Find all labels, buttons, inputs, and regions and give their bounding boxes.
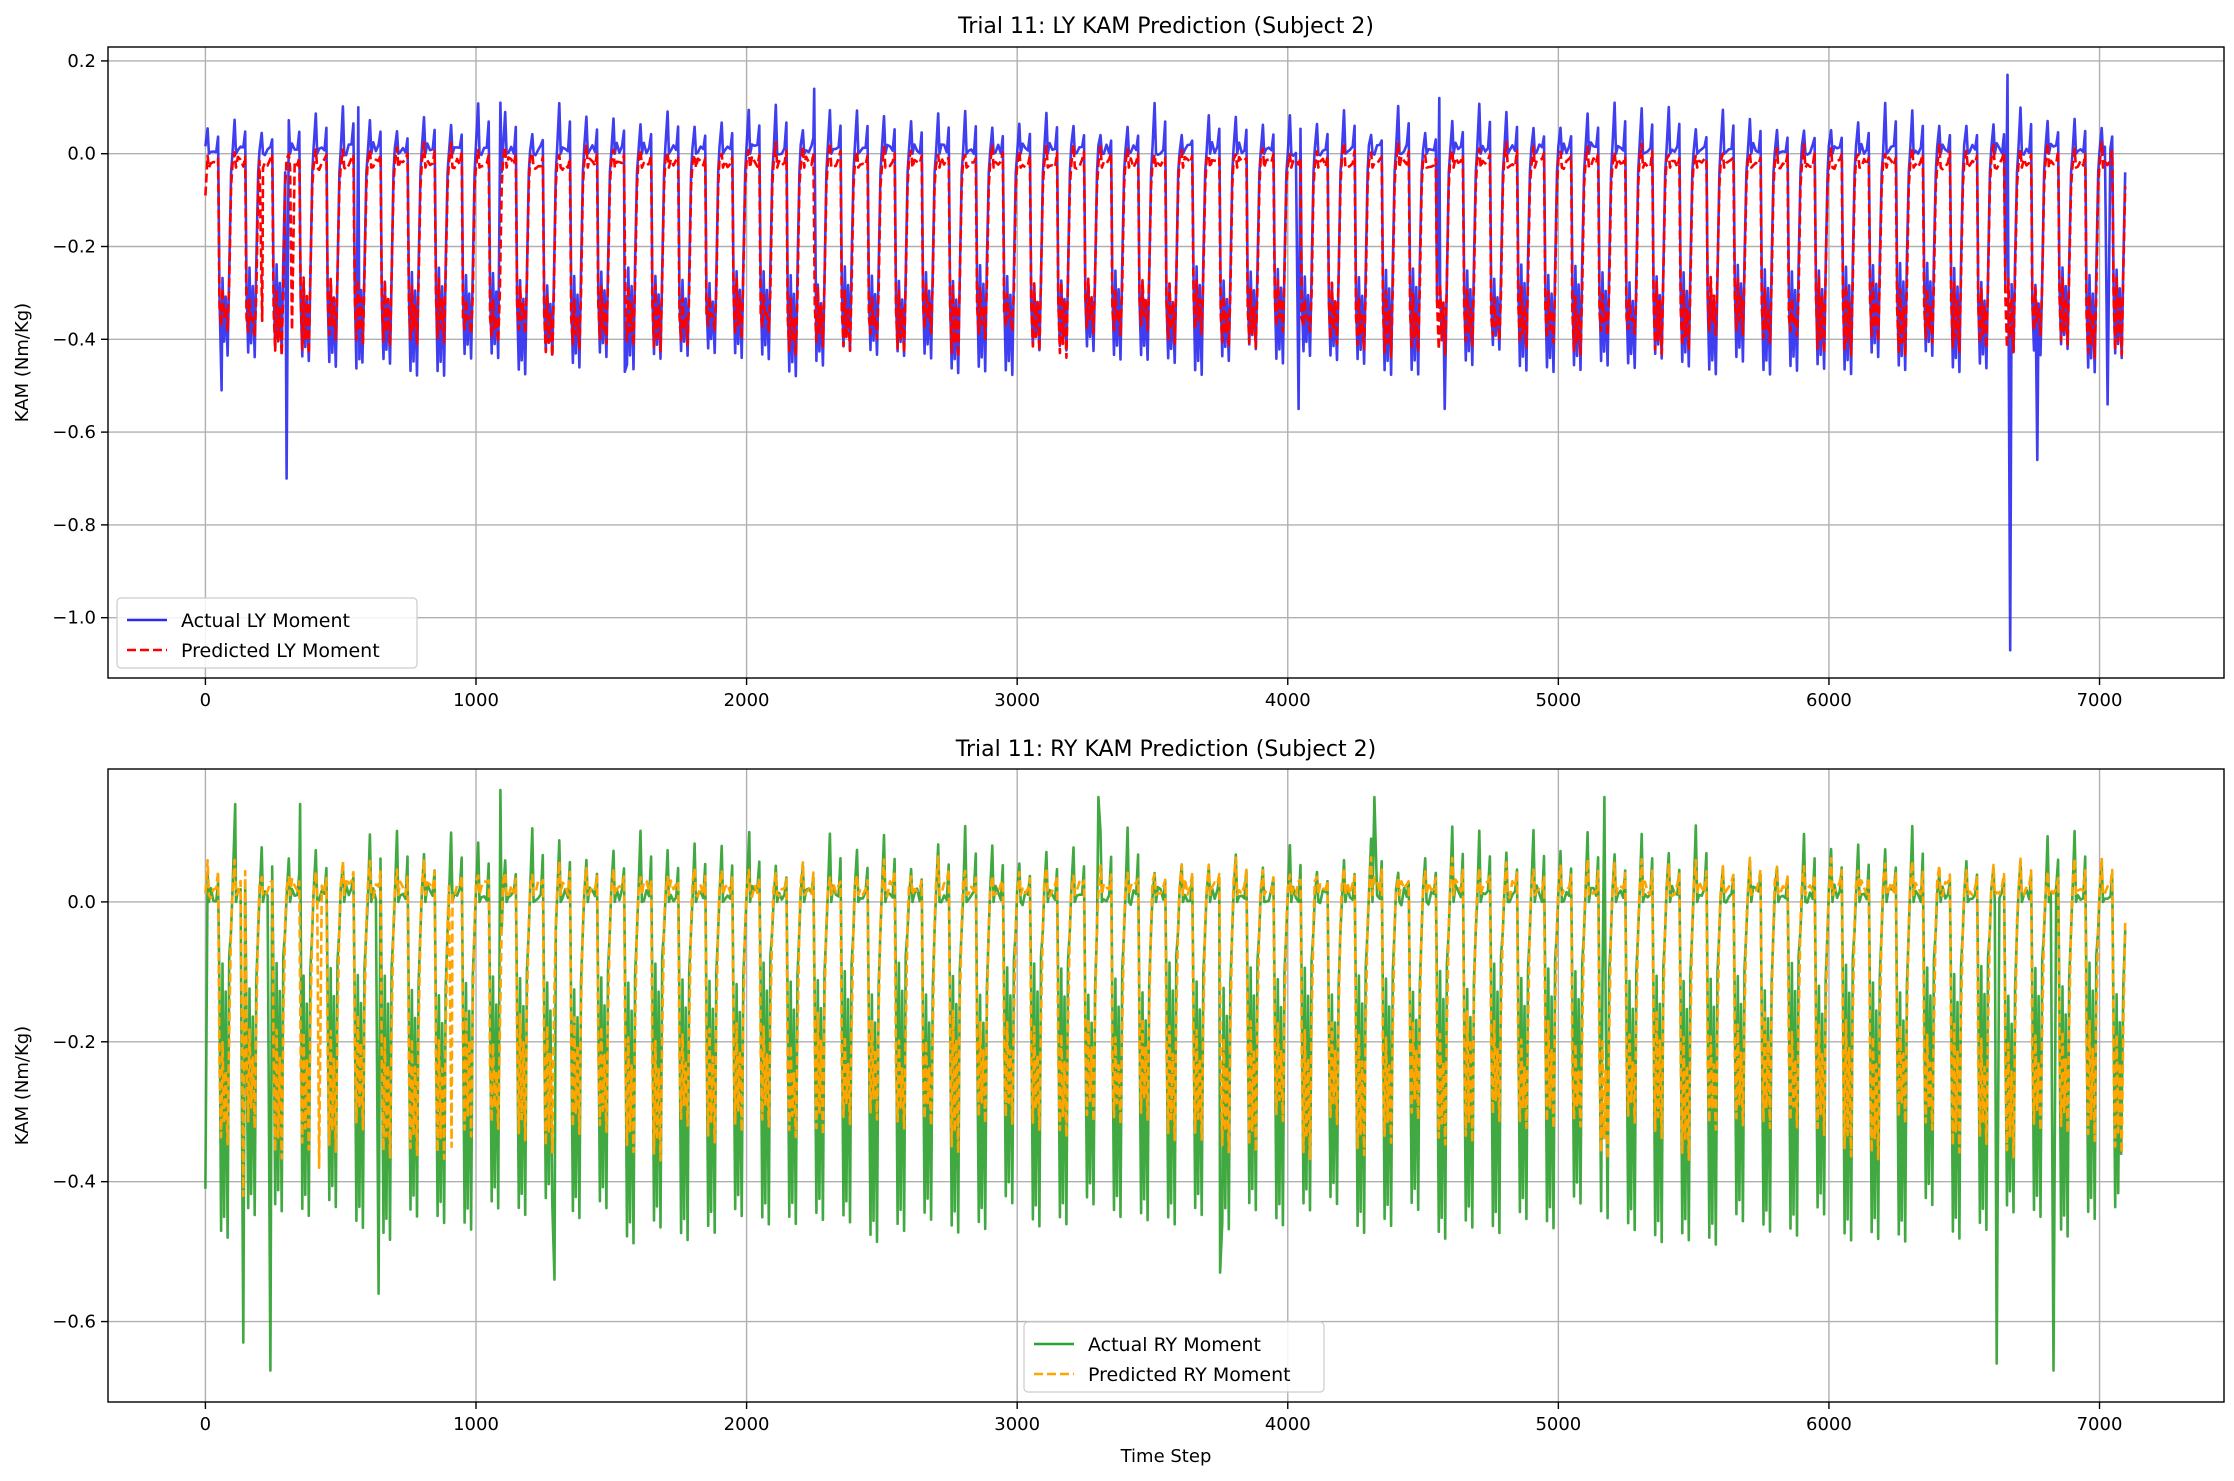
x-tick-label: 3000 [994, 1414, 1040, 1435]
legend-label: Predicted LY Moment [181, 640, 380, 662]
y-axis-label: KAM (Nm/Kg) [12, 1026, 33, 1145]
x-tick-label: 0 [200, 690, 211, 711]
series-line-predicted [204, 855, 2127, 1197]
x-tick-label: 7000 [2077, 1414, 2123, 1435]
x-axis-label: Time Step [1120, 1446, 1212, 1467]
x-tick-label: 2000 [724, 690, 770, 711]
y-tick-label: −0.2 [52, 237, 96, 258]
ry-kam-chart: Trial 11: RY KAM Prediction (Subject 2) … [12, 737, 2225, 1467]
x-tick-label: 2000 [724, 1414, 770, 1435]
y-axis-label: KAM (Nm/Kg) [12, 303, 33, 422]
series-line-predicted [204, 141, 2127, 359]
legend: Actual RY Moment Predicted RY Moment [1023, 1321, 1325, 1393]
x-tick-label: 4000 [1265, 1414, 1311, 1435]
y-tick-label: −1.0 [52, 608, 96, 629]
x-tick-label: 6000 [1806, 1414, 1852, 1435]
x-tick-label: 7000 [2077, 690, 2123, 711]
x-tick-label: 6000 [1806, 690, 1852, 711]
y-tick-label: −0.6 [52, 422, 96, 443]
chart-title: Trial 11: LY KAM Prediction (Subject 2) [957, 14, 1374, 39]
legend: Actual LY Moment Predicted LY Moment [116, 597, 418, 669]
ly-kam-chart: Trial 11: LY KAM Prediction (Subject 2) … [12, 14, 2225, 711]
plot-frame [107, 46, 2225, 679]
legend-label: Actual LY Moment [181, 610, 350, 632]
y-tick-label: 0.0 [67, 144, 96, 165]
series-group [204, 73, 2127, 652]
series-group [204, 788, 2127, 1372]
chart-title: Trial 11: RY KAM Prediction (Subject 2) [955, 737, 1376, 762]
x-tick-label: 5000 [1535, 690, 1581, 711]
y-tick-label: −0.6 [52, 1312, 96, 1333]
x-tick-label: 5000 [1535, 1414, 1581, 1435]
y-tick-label: −0.2 [52, 1032, 96, 1053]
y-tick-label: 0.0 [67, 892, 96, 913]
x-tick-label: 3000 [994, 690, 1040, 711]
y-tick-label: −0.4 [52, 329, 96, 350]
legend-label: Predicted RY Moment [1088, 1364, 1291, 1386]
plot-frame [107, 768, 2225, 1403]
x-tick-label: 1000 [453, 1414, 499, 1435]
legend-box [116, 597, 418, 669]
legend-box [1023, 1321, 1325, 1393]
x-tick-label: 1000 [453, 690, 499, 711]
y-tick-label: −0.8 [52, 515, 96, 536]
legend-label: Actual RY Moment [1088, 1334, 1261, 1356]
x-tick-label: 0 [200, 1414, 211, 1435]
y-tick-label: −0.4 [52, 1172, 96, 1193]
y-tick-label: 0.2 [67, 51, 96, 72]
x-tick-label: 4000 [1265, 690, 1311, 711]
